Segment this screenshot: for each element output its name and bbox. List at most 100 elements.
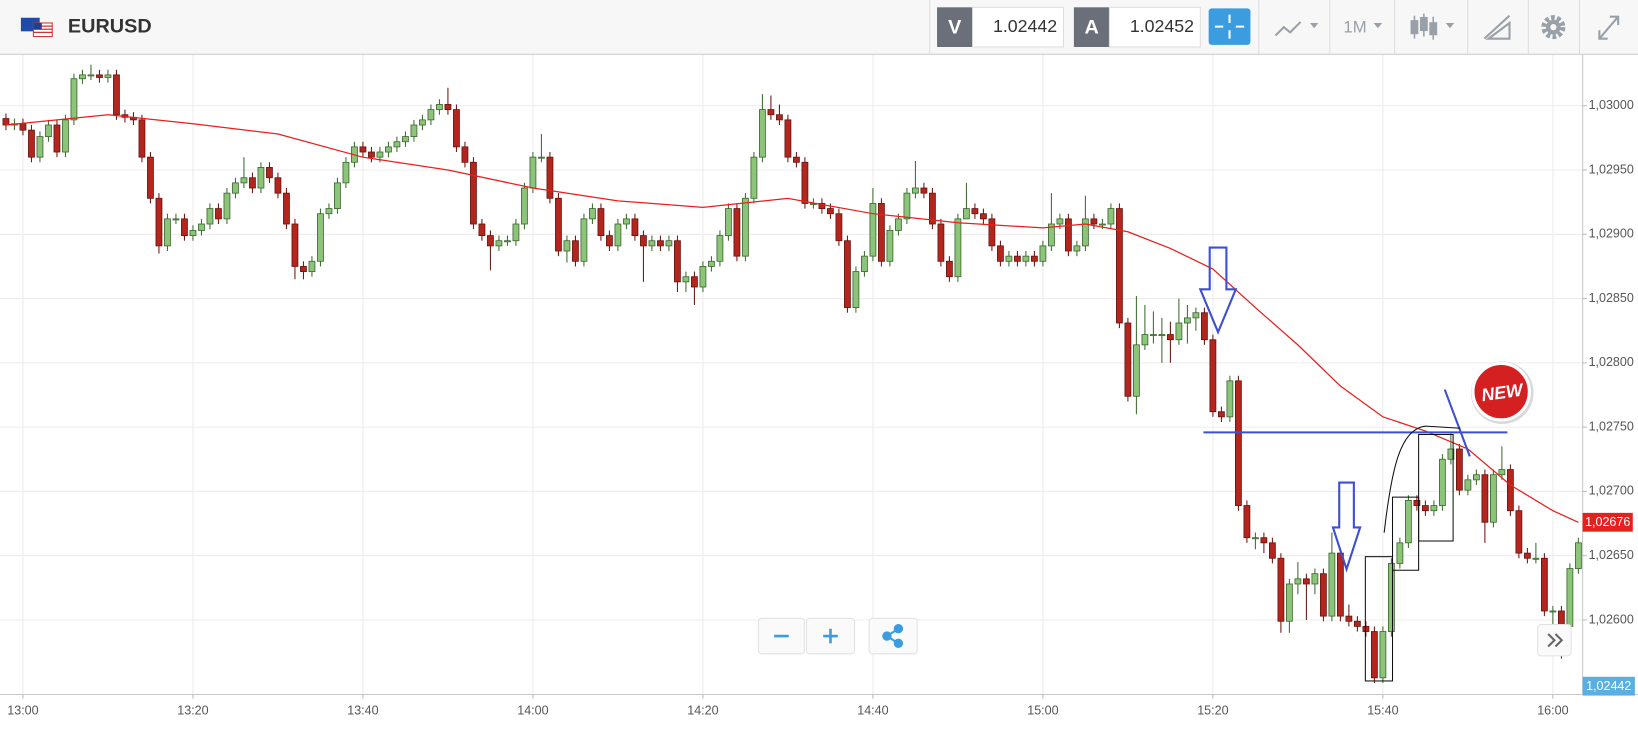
share-button[interactable] — [868, 617, 918, 655]
timeframe[interactable]: 1M — [1343, 18, 1366, 37]
candle-body — [869, 203, 877, 257]
curve — [1383, 425, 1461, 533]
bid-tag-label: 1,02442 — [1586, 679, 1631, 693]
candle-body — [1549, 610, 1557, 613]
chart-type-button[interactable] — [1410, 13, 1438, 40]
x-tick-label: 15:00 — [1027, 704, 1058, 718]
y-tick-label: 1,02650 — [1589, 548, 1634, 562]
candle-body — [521, 187, 528, 225]
candle-body — [657, 240, 664, 247]
candle-body — [1269, 542, 1276, 559]
candle-body — [147, 156, 154, 199]
candle-body — [1277, 557, 1285, 622]
x-tick-label: 13:00 — [7, 704, 38, 718]
candle-body — [818, 203, 826, 209]
candle-body — [1260, 537, 1268, 544]
y-tick-label: 1,02600 — [1589, 612, 1634, 626]
candle-body — [750, 156, 758, 199]
candle-body — [742, 197, 749, 257]
candle-body — [1387, 562, 1395, 632]
buy-button[interactable] — [1073, 7, 1110, 47]
settings-button[interactable] — [1541, 15, 1566, 40]
drawing-button[interactable] — [1483, 14, 1511, 40]
icon — [882, 624, 904, 649]
candle-body — [827, 208, 834, 215]
candle-body — [1370, 631, 1378, 679]
candle-body — [971, 208, 979, 215]
candle-body — [623, 218, 630, 225]
candle-body — [674, 240, 681, 283]
candle-body — [776, 114, 783, 121]
candle-body — [793, 156, 800, 163]
candle-body — [2, 118, 10, 126]
candle-body — [725, 208, 732, 236]
candle-body — [1396, 542, 1404, 564]
sell-button[interactable] — [937, 7, 973, 47]
candle-body — [912, 187, 919, 194]
candle-body — [1090, 218, 1098, 225]
candle-body — [342, 161, 350, 184]
candle-body — [1175, 322, 1183, 341]
candle-body — [606, 235, 613, 247]
candle-body — [189, 230, 197, 236]
candle-body — [759, 109, 766, 158]
candle-body — [1506, 469, 1514, 512]
candle-body — [1158, 334, 1166, 337]
candle-body — [393, 141, 401, 148]
candle-body — [240, 177, 248, 184]
candle-body — [699, 266, 707, 288]
candle-body — [1438, 458, 1446, 506]
candle-body — [461, 146, 469, 163]
fullscreen-button[interactable] — [1598, 15, 1620, 40]
candle-body — [529, 156, 537, 189]
candle-body — [104, 74, 112, 78]
candle-body — [1048, 223, 1055, 247]
candle-body — [1150, 334, 1157, 337]
candle-body — [954, 218, 962, 278]
candle-body — [1065, 218, 1072, 252]
candle-body — [249, 177, 256, 189]
candle-body — [563, 240, 571, 252]
x-tick-label: 14:40 — [857, 704, 888, 718]
new-badge: NEW — [1470, 361, 1534, 425]
candle-body — [232, 182, 239, 194]
candle-body — [801, 161, 809, 204]
candle-body — [937, 223, 945, 262]
icon — [1445, 22, 1455, 29]
candle-body — [266, 167, 273, 179]
x-tick-label: 13:20 — [177, 704, 208, 718]
y-tick-label: 1,02700 — [1589, 484, 1634, 498]
candle-body — [733, 208, 741, 257]
candle-body — [1022, 255, 1030, 262]
candle-body — [929, 192, 936, 225]
candle-body — [1056, 218, 1064, 225]
candle-body — [1014, 255, 1021, 262]
candle-body — [444, 104, 452, 111]
candle-body — [257, 167, 265, 189]
candle-body — [1201, 312, 1208, 341]
badge-circle — [1471, 361, 1531, 422]
candle-body — [410, 124, 418, 138]
candle-body — [453, 109, 460, 148]
candle-body — [1192, 312, 1200, 319]
candle-body — [988, 218, 996, 247]
candle-body — [62, 119, 69, 153]
flag-icon — [20, 17, 53, 38]
sell-label: V — [948, 16, 962, 38]
candle-body — [1566, 568, 1574, 627]
candle-body — [291, 223, 299, 267]
candle-body — [1303, 578, 1310, 585]
box — [1418, 433, 1454, 542]
candle-body — [215, 208, 222, 220]
candle-body — [512, 223, 520, 242]
candle-body — [181, 218, 188, 236]
x-tick-label: 14:00 — [517, 704, 548, 718]
y-tick-label: 1,02900 — [1589, 227, 1634, 241]
y-tick-label: 1,02750 — [1589, 419, 1634, 433]
candle-body — [589, 208, 596, 220]
crosshair-button[interactable] — [1208, 8, 1251, 45]
indicator-button[interactable] — [1274, 21, 1302, 37]
candle-body — [478, 223, 486, 236]
sell-price: 1.02442 — [993, 16, 1057, 36]
candle-body — [1455, 448, 1463, 491]
